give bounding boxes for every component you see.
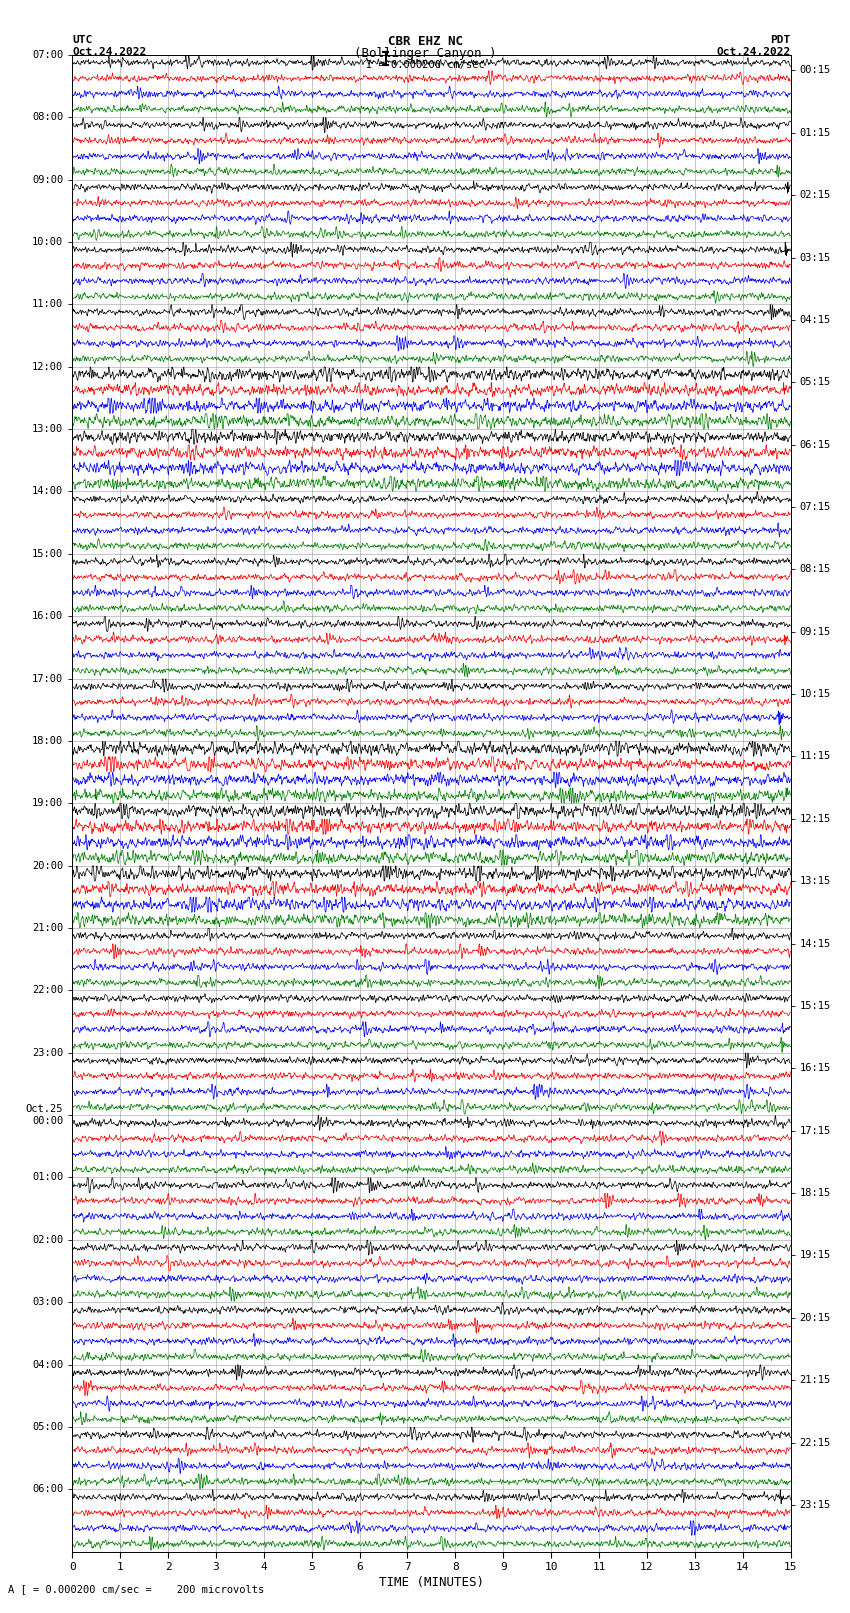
Text: I = 0.000200 cm/sec: I = 0.000200 cm/sec bbox=[366, 60, 484, 69]
Text: (Bollinger Canyon ): (Bollinger Canyon ) bbox=[354, 47, 496, 60]
Text: Oct.24,2022: Oct.24,2022 bbox=[717, 47, 790, 56]
Text: CBR EHZ NC: CBR EHZ NC bbox=[388, 35, 462, 48]
Text: UTC: UTC bbox=[72, 35, 93, 45]
Text: Oct.24,2022: Oct.24,2022 bbox=[72, 47, 146, 56]
Text: A [ = 0.000200 cm/sec =    200 microvolts: A [ = 0.000200 cm/sec = 200 microvolts bbox=[8, 1584, 264, 1594]
Text: PDT: PDT bbox=[770, 35, 790, 45]
X-axis label: TIME (MINUTES): TIME (MINUTES) bbox=[379, 1576, 484, 1589]
